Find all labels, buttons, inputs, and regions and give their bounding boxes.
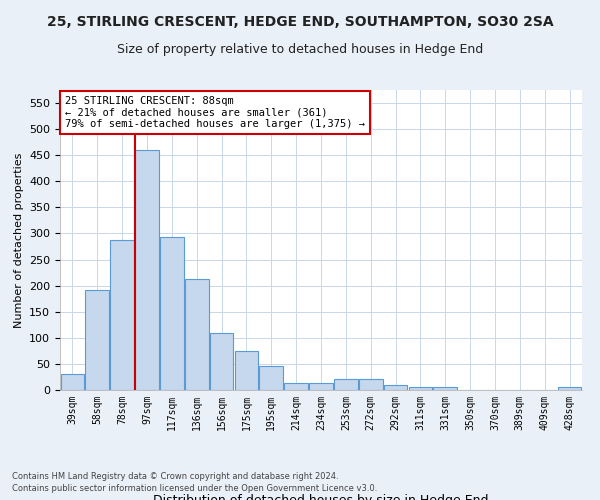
Bar [334,378,358,390]
Bar [85,290,109,390]
Bar [558,388,581,390]
X-axis label: Distribution of detached houses by size in Hedge End: Distribution of detached houses by size … [153,494,489,500]
Bar [359,378,383,390]
Bar [409,388,432,390]
Bar [160,237,184,390]
Bar [135,150,159,390]
Bar [210,332,233,390]
Text: Contains public sector information licensed under the Open Government Licence v3: Contains public sector information licen… [12,484,377,493]
Bar [384,386,407,390]
Bar [110,240,134,390]
Text: Contains HM Land Registry data © Crown copyright and database right 2024.: Contains HM Land Registry data © Crown c… [12,472,338,481]
Bar [259,366,283,390]
Bar [309,383,333,390]
Bar [284,382,308,390]
Bar [235,351,258,390]
Text: Size of property relative to detached houses in Hedge End: Size of property relative to detached ho… [117,42,483,56]
Text: 25, STIRLING CRESCENT, HEDGE END, SOUTHAMPTON, SO30 2SA: 25, STIRLING CRESCENT, HEDGE END, SOUTHA… [47,15,553,29]
Y-axis label: Number of detached properties: Number of detached properties [14,152,23,328]
Bar [61,374,84,390]
Text: 25 STIRLING CRESCENT: 88sqm
← 21% of detached houses are smaller (361)
79% of se: 25 STIRLING CRESCENT: 88sqm ← 21% of det… [65,96,365,129]
Bar [185,279,209,390]
Bar [433,388,457,390]
